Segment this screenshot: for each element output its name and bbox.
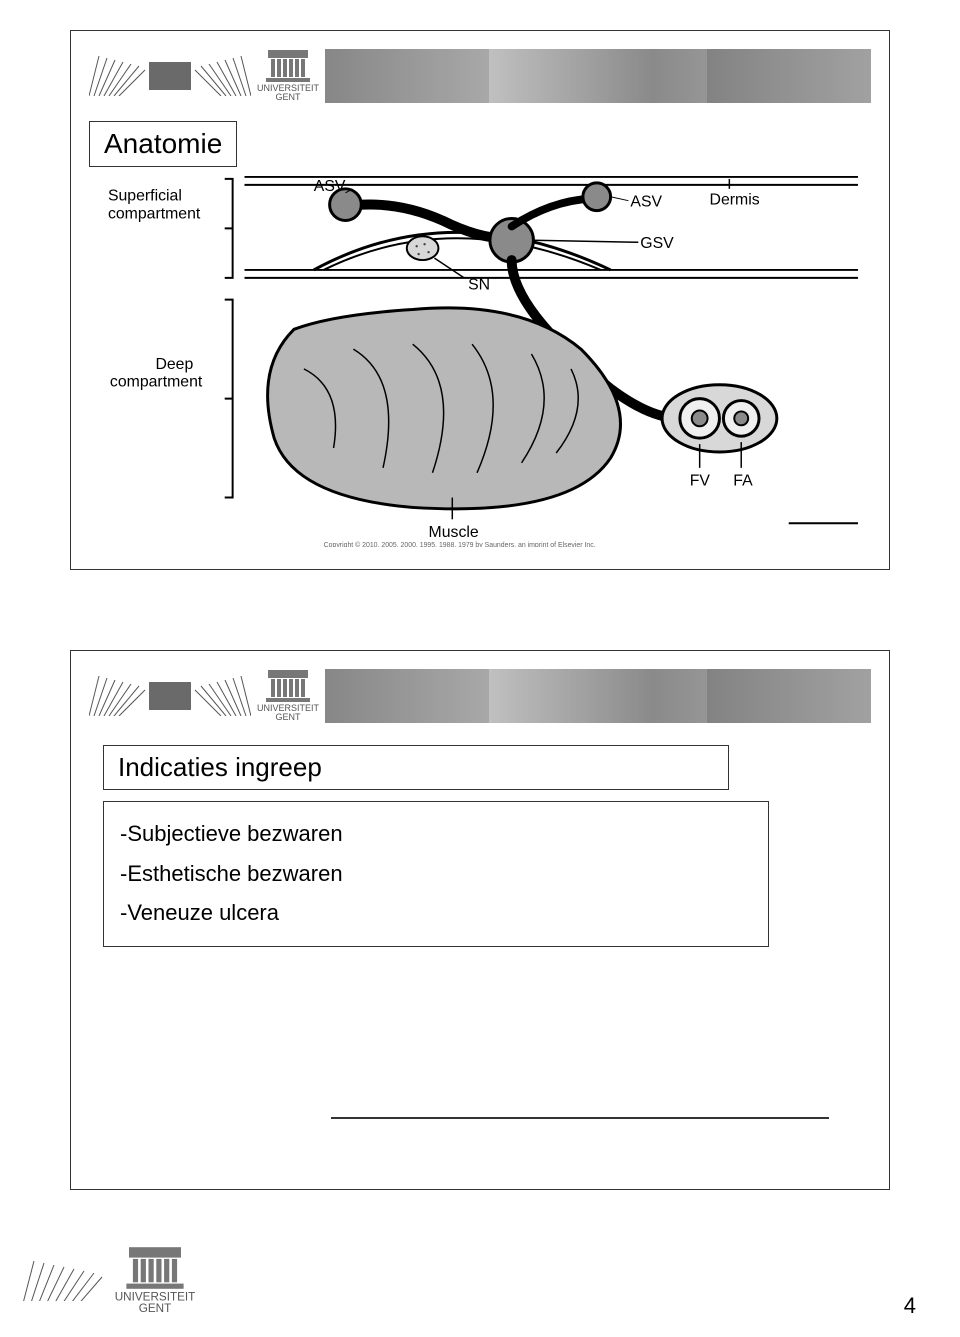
label-fa: FA bbox=[733, 473, 753, 490]
spike-decoration-icon bbox=[20, 1261, 110, 1301]
slide-header: UNIVERSITEIT GENT bbox=[89, 49, 871, 103]
spike-decoration-icon bbox=[191, 676, 251, 716]
logo-text-bottom: GENT bbox=[276, 713, 301, 722]
header-bar bbox=[149, 682, 191, 710]
page-number: 4 bbox=[904, 1293, 916, 1319]
header-bar bbox=[149, 62, 191, 90]
logo-text-bottom: GENT bbox=[276, 93, 301, 102]
anatomy-diagram: Superficial compartment SN bbox=[93, 171, 867, 547]
label-deep2: compartment bbox=[110, 374, 203, 391]
logo-text-bottom: GENT bbox=[139, 1303, 172, 1315]
slide-header: UNIVERSITEIT GENT bbox=[89, 669, 871, 723]
header-photo-strip bbox=[325, 669, 871, 723]
spike-decoration-icon bbox=[89, 56, 149, 96]
header-photo-strip bbox=[325, 49, 871, 103]
label-superficial: Superficial bbox=[108, 188, 182, 205]
slide2-title: Indicaties ingreep bbox=[103, 745, 729, 790]
university-logo-icon: UNIVERSITEIT GENT bbox=[257, 670, 319, 722]
university-logo-icon: UNIVERSITEIT GENT bbox=[257, 50, 319, 102]
slide1-title: Anatomie bbox=[89, 121, 237, 167]
spike-decoration-icon bbox=[191, 56, 251, 96]
divider-line bbox=[331, 1117, 829, 1119]
spike-decoration-icon bbox=[89, 676, 149, 716]
label-dermis: Dermis bbox=[710, 192, 760, 209]
university-logo-icon: UNIVERSITEIT GENT bbox=[115, 1247, 196, 1315]
label-asv-left: ASV bbox=[314, 178, 346, 195]
diagram-copyright: Copyright © 2010, 2005, 2000, 1995, 1988… bbox=[324, 541, 596, 547]
label-superficial2: compartment bbox=[108, 205, 201, 222]
list-item: -Veneuze ulcera bbox=[120, 893, 752, 933]
slide-indicaties: UNIVERSITEIT GENT Indicaties ingreep -Su… bbox=[70, 650, 890, 1190]
slide-anatomie: UNIVERSITEIT GENT Anatomie Superficial c… bbox=[70, 30, 890, 570]
label-gsv: GSV bbox=[640, 235, 674, 252]
label-fv: FV bbox=[690, 473, 711, 490]
label-sn: SN bbox=[468, 277, 490, 294]
page-footer-logo: UNIVERSITEIT GENT bbox=[20, 1255, 192, 1307]
label-asv-right: ASV bbox=[630, 194, 662, 211]
list-item: -Esthetische bezwaren bbox=[120, 854, 752, 894]
slide2-content: -Subjectieve bezwaren -Esthetische bezwa… bbox=[103, 801, 769, 947]
list-item: -Subjectieve bezwaren bbox=[120, 814, 752, 854]
label-deep: Deep bbox=[155, 356, 193, 373]
label-muscle: Muscle bbox=[429, 524, 479, 541]
